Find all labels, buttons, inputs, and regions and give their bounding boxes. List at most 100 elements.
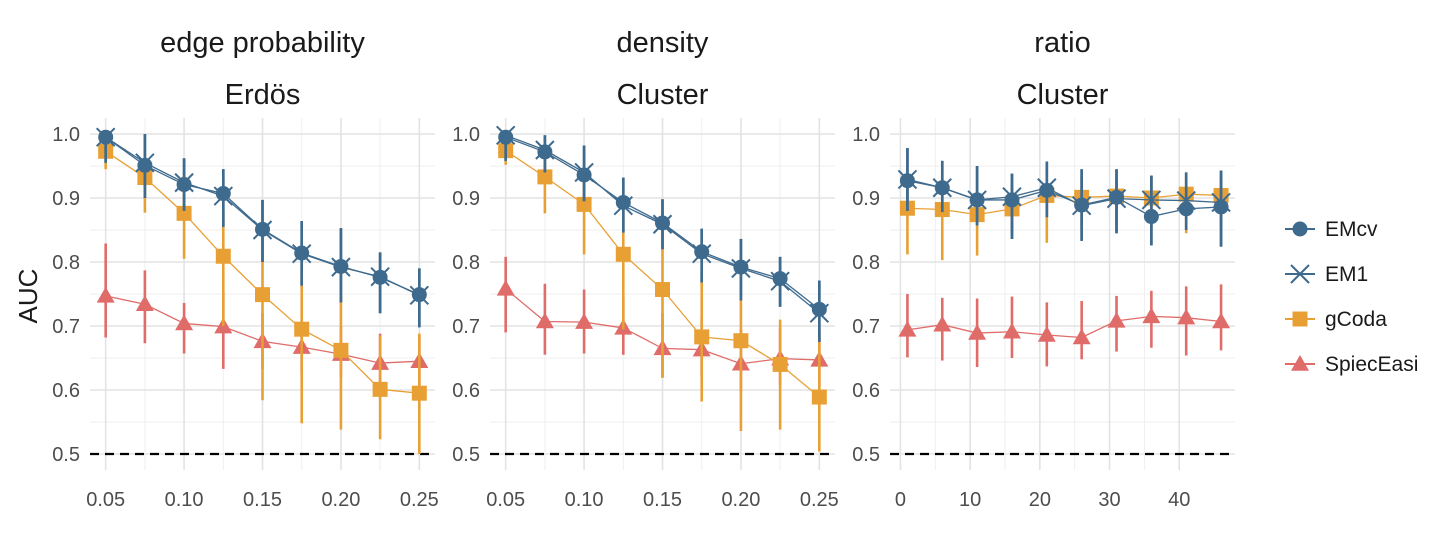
data-point <box>498 129 514 145</box>
legend-label: gCoda <box>1325 308 1387 331</box>
data-point <box>176 177 192 193</box>
facet-title-top: edge probability <box>160 27 365 59</box>
data-point <box>176 205 192 221</box>
data-point <box>1037 325 1056 342</box>
facet-title-top: density <box>617 27 709 59</box>
legend-key-marker <box>1292 221 1308 237</box>
data-point <box>898 320 917 337</box>
data-point <box>215 248 231 264</box>
data-point <box>1178 201 1194 217</box>
y-tick-label: 0.6 <box>52 380 80 402</box>
facet-panel-3: ratio Cluster 0 10 20 30 40 0.5 0.6 0.7 0.8 0.9 1.0 <box>852 27 1235 511</box>
data-point <box>98 129 114 145</box>
y-tick-label: 0.5 <box>52 444 80 466</box>
data-point <box>1107 311 1126 328</box>
data-point <box>934 180 950 196</box>
data-point <box>1142 307 1161 324</box>
data-point <box>1039 182 1055 198</box>
data-point <box>811 301 827 317</box>
y-tick-label: 1.0 <box>452 124 480 146</box>
data-point <box>96 286 115 303</box>
data-point <box>411 385 427 401</box>
data-point <box>655 215 670 231</box>
data-point <box>372 269 388 285</box>
data-point <box>1072 328 1091 345</box>
y-tick-label: 0.5 <box>852 444 880 466</box>
series-spieceasi <box>898 284 1231 367</box>
data-point <box>899 173 915 189</box>
data-point <box>537 169 553 185</box>
data-point <box>537 144 553 160</box>
data-point <box>496 279 515 296</box>
legend-item-em1: EM1 <box>1285 263 1368 286</box>
legend-label: SpiecEasi <box>1325 353 1418 376</box>
y-tick-label: 1.0 <box>852 124 880 146</box>
y-tick-label: 0.9 <box>52 188 80 210</box>
y-tick-label: 0.7 <box>52 316 80 338</box>
legend: EMcv EM1 gCoda SpiecEasi <box>1285 218 1418 376</box>
data-point <box>615 194 631 210</box>
data-point <box>575 313 594 329</box>
data-point <box>933 315 952 332</box>
data-point <box>772 356 788 372</box>
x-tick-label: 20 <box>1029 489 1051 511</box>
y-tick-label: 0.6 <box>452 380 480 402</box>
data-point <box>333 258 349 274</box>
data-point <box>1177 308 1196 325</box>
data-point <box>733 259 749 275</box>
legend-item-spieceasi: SpiecEasi <box>1285 353 1418 376</box>
data-point <box>135 295 154 311</box>
series-emcv <box>498 129 827 342</box>
y-tick-label: 1.0 <box>52 124 80 146</box>
x-tick-label: 30 <box>1098 489 1120 511</box>
y-tick-label: 0.7 <box>452 316 480 338</box>
data-point <box>1213 199 1229 215</box>
data-point <box>1004 192 1020 208</box>
y-tick-label: 0.9 <box>452 188 480 210</box>
y-tick-label: 0.8 <box>452 252 480 274</box>
data-point <box>372 381 388 397</box>
legend-key-marker-stroke-b <box>1290 264 1310 284</box>
x-tick-label: 0.05 <box>86 489 125 511</box>
x-tick-label: 0.25 <box>400 489 439 511</box>
data-point <box>655 282 670 298</box>
x-tick-label: 0.10 <box>165 489 204 511</box>
x-tick-label: 0.15 <box>643 489 682 511</box>
facet-title-bottom: Cluster <box>617 79 709 111</box>
x-tick-label: 0.05 <box>486 489 525 511</box>
legend-key-marker <box>1290 264 1310 284</box>
y-tick-label: 0.8 <box>52 252 80 274</box>
facet-panel-1: edge probability Erdös 0.05 0.10 0.15 0.20 0.2… <box>52 27 439 511</box>
data-point <box>772 271 788 287</box>
data-point <box>1212 312 1231 329</box>
data-point <box>294 321 310 337</box>
series-line <box>907 180 1222 218</box>
data-point <box>255 221 270 237</box>
y-axis-title: AUC <box>13 269 43 324</box>
y-tick-label: 0.9 <box>852 188 880 210</box>
data-point <box>255 287 270 303</box>
legend-key-marker <box>1291 355 1309 371</box>
x-tick-label: 0.25 <box>800 489 839 511</box>
data-point <box>175 314 194 331</box>
data-point <box>694 329 710 345</box>
x-tick-label: 0.20 <box>321 489 360 511</box>
y-tick-label: 0.8 <box>852 252 880 274</box>
legend-item-emcv: EMcv <box>1285 218 1378 241</box>
data-point <box>811 389 827 405</box>
legend-label: EM1 <box>1325 263 1368 286</box>
data-point <box>576 196 592 212</box>
facet-panel-2: density Cluster 0.05 0.10 0.15 0.20 0.25 0.5 0.6… <box>452 27 839 511</box>
data-point <box>1143 209 1159 225</box>
x-tick-label: 0.20 <box>721 489 760 511</box>
panels-layer: edge probability Erdös 0.05 0.10 0.15 0.20 0.2… <box>52 27 1235 511</box>
legend-key-marker <box>1292 311 1308 327</box>
data-point <box>1074 197 1090 213</box>
data-point <box>411 287 427 303</box>
y-tick-label: 0.6 <box>852 380 880 402</box>
series-line <box>907 315 1222 339</box>
data-point <box>215 186 231 202</box>
facet-title-bottom: Cluster <box>1017 79 1109 111</box>
data-point <box>1002 322 1021 339</box>
